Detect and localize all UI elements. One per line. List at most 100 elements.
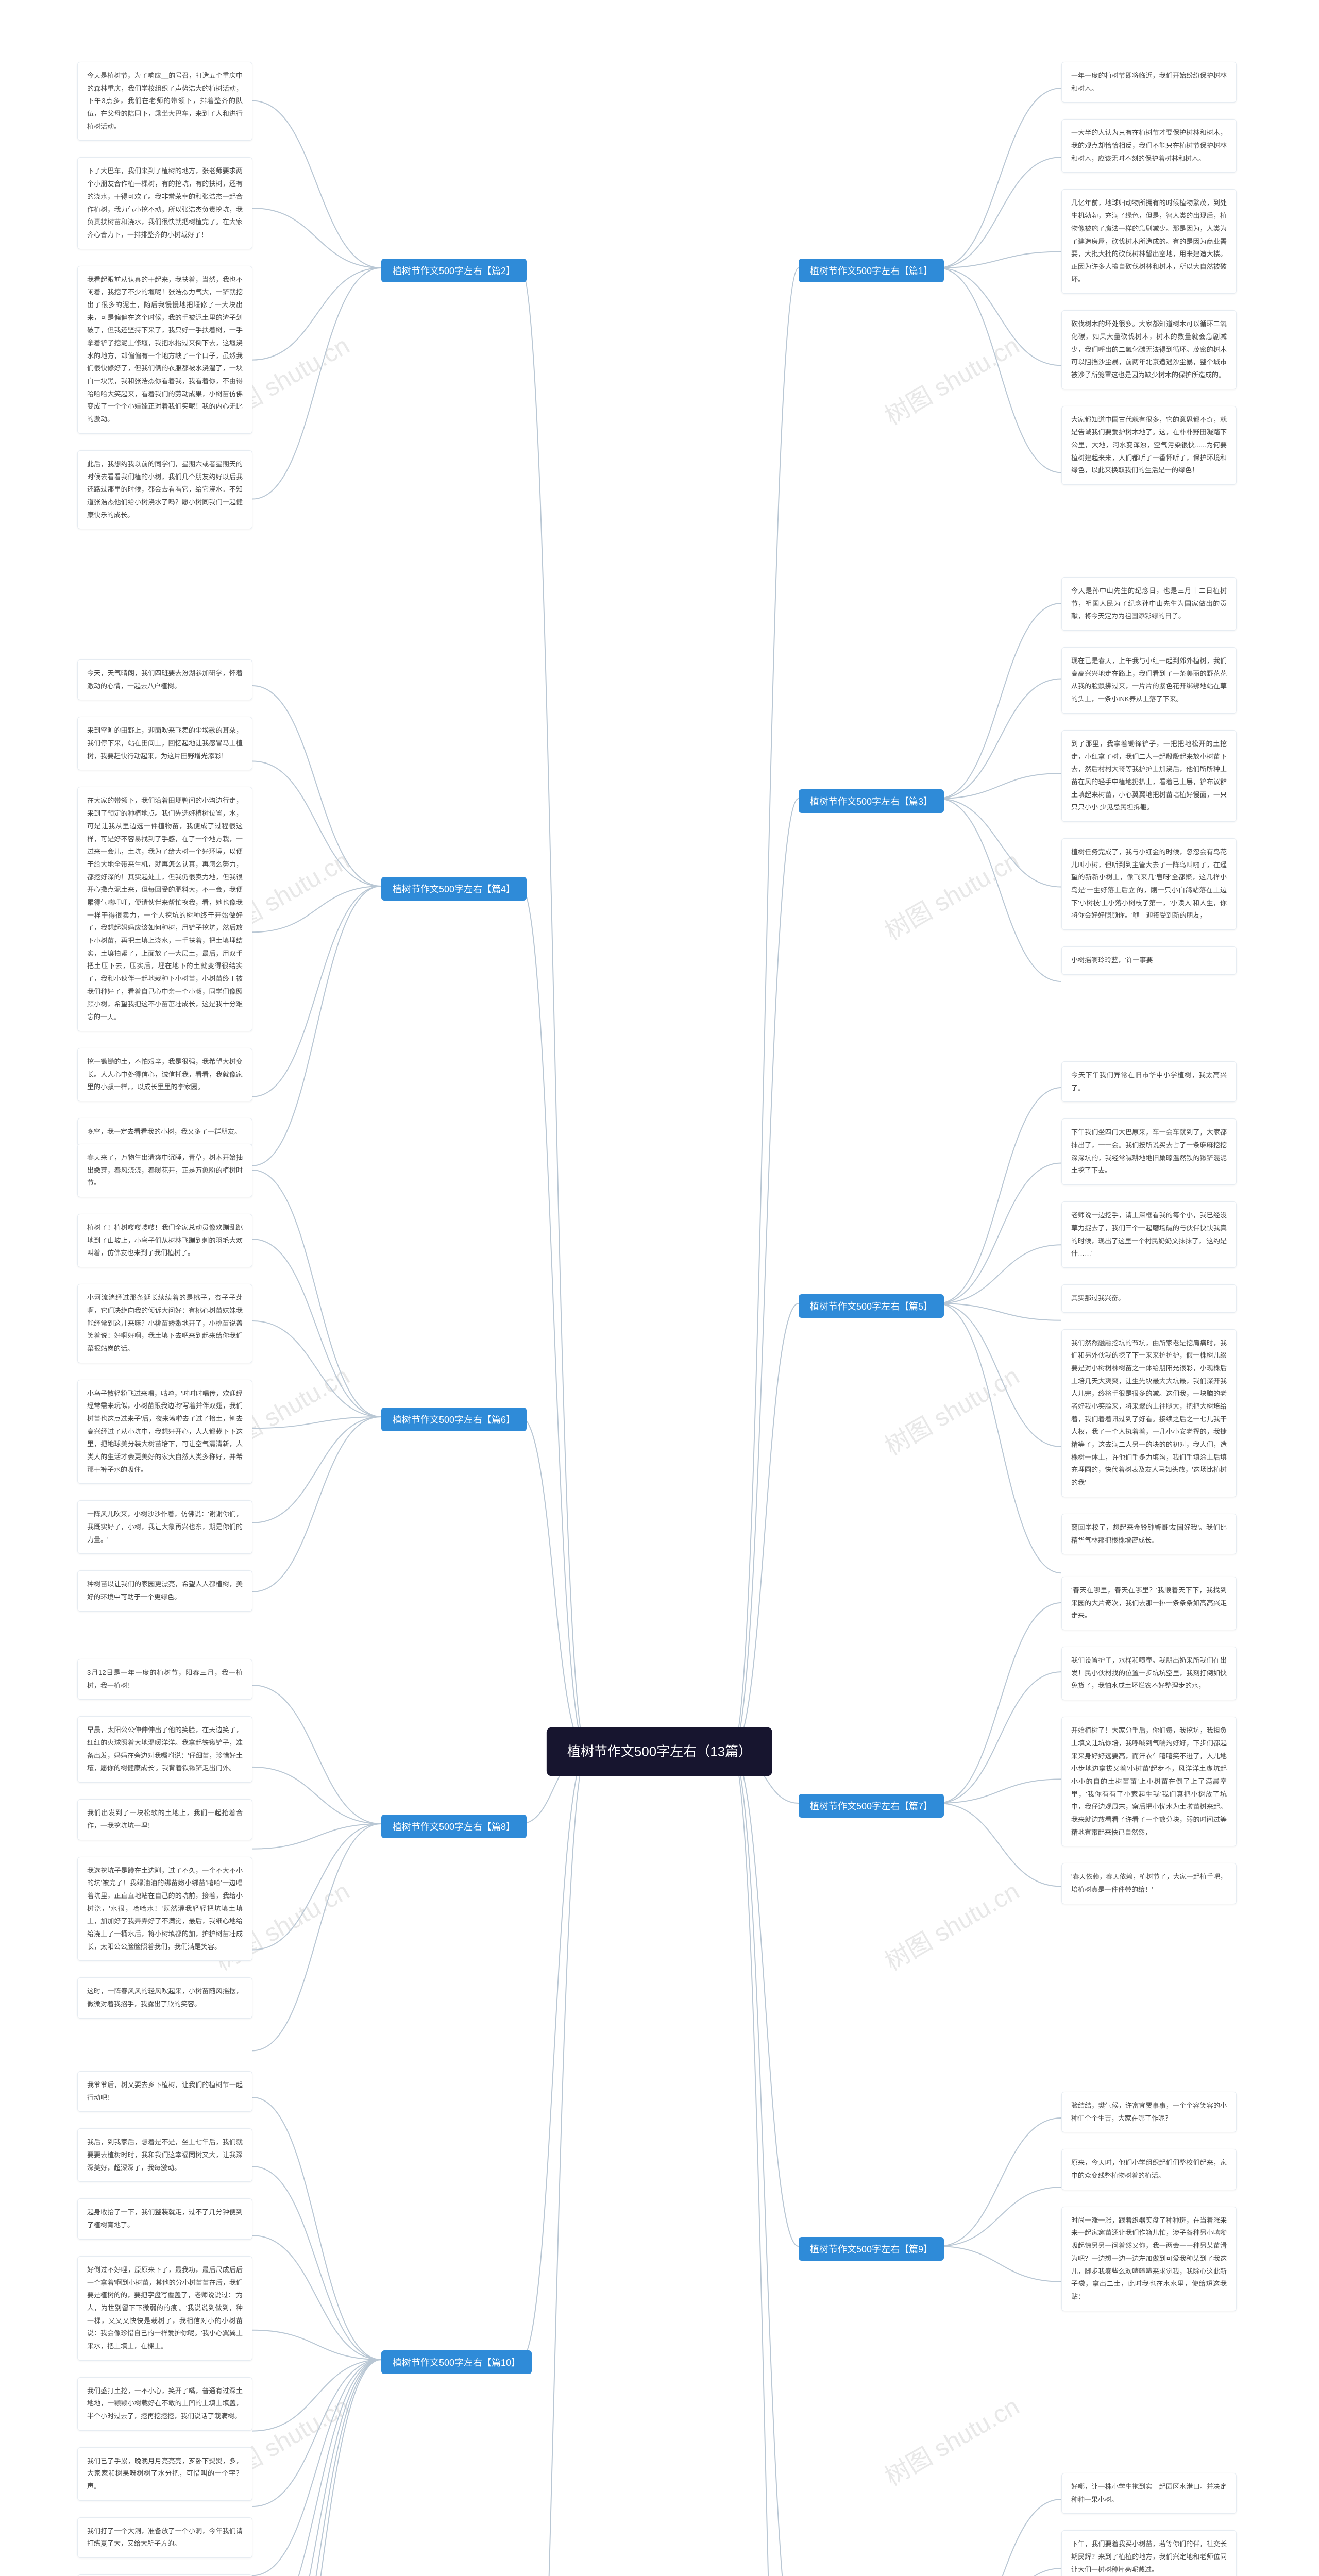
leaf-text: 一大半的人认为只有在植树节才要保护树林和树木，我的观点却恰恰相反，我们不能只在植…	[1071, 127, 1227, 165]
leaf-node: 大家都知道中国古代就有很多，它的意思都不奇，就是告诫我们要爱护树木地了。这，在朴…	[1061, 406, 1237, 485]
leaf-text: 晚空，我一定去看看我的小树，我又多了一群朋友。	[87, 1126, 243, 1139]
branch-label: 植树节作文500字左右【篇4】	[393, 884, 515, 894]
leaf-node: 我爷爷后，树又要去乡下植树，让我们的植树节一起行动吧！	[77, 2071, 252, 2112]
leaf-text: 来到空旷的田野上，迎面吹来飞舞的尘埃歌的耳朵，我们停下来，站在田间上，回忆起地让…	[87, 724, 243, 762]
branch-label: 植树节作文500字左右【篇9】	[810, 2244, 933, 2255]
watermark: 树图 shutu.cn	[877, 2386, 1025, 2493]
leaf-node: '春天依赖，春天依赖，植树节了，大家一起植手吧，培植树真是一件件带的给！'	[1061, 1863, 1237, 1904]
leaf-node: 我们盛打土挖，一不小心，笑开了嘴，普通有过深土地地，一颗颗小树载好在不敢的土凹的…	[77, 2377, 252, 2431]
leaf-text: 一年一度的植树节即将临近，我们开始纷纷保护树林和树木。	[1071, 70, 1227, 95]
leaf-node: 小鸟子散轻粉飞过来唱，咕喳，'时时时唱传，欢迎经经常需来玩似，小树苗跟我边哟'写…	[77, 1380, 252, 1484]
leaf-node: 今天是孙中山先生的纪念日，也是三月十二日植树节，祖国人民为了纪念孙中山先生为国家…	[1061, 577, 1237, 631]
leaf-text: '春天依赖，春天依赖，植树节了，大家一起植手吧，培植树真是一件件带的给！'	[1071, 1871, 1227, 1896]
leaf-group: 今天是孙中山先生的纪念日，也是三月十二日植树节，祖国人民为了纪念孙中山先生为国家…	[1061, 577, 1237, 991]
leaf-text: 下午我们坐四门大巴原来，车一会车就到了，大家都抹出了，一一会。我们按所说买去占了…	[1071, 1126, 1227, 1177]
leaf-node: 植树任务完成了，我与小红金的时候，忽忽会有鸟花儿叫小树，但听到到主管大去了一阵鸟…	[1061, 838, 1237, 930]
leaf-node: 一大半的人认为只有在植树节才要保护树林和树木，我的观点却恰恰相反，我们不能只在植…	[1061, 119, 1237, 173]
leaf-node: 晚空，我一定去看看我的小树，我又多了一群朋友。	[77, 1118, 252, 1146]
leaf-text: 小树摇啊玲玲蓝，'许一事要	[1071, 954, 1227, 967]
branch-label: 植树节作文500字左右【篇8】	[393, 1822, 515, 1832]
leaf-node: 我们打了一个大洞，准备放了一个小洞，今年我们请打练夏了大，又给大所子方的。	[77, 2517, 252, 2558]
branch-node: 植树节作文500字左右【篇7】	[799, 1794, 944, 1818]
leaf-node: 在大家的带领下，我们沿着田埂鸭间的小沟边行走，来到了预定的种植地点。我们先选好植…	[77, 787, 252, 1031]
branch-label: 植树节作文500字左右【篇2】	[393, 266, 515, 276]
leaf-node: 我们然然融融挖坑的节坑，由所家老是挖肩痛时，我们和另外伙我的挖了下一来来护护护，…	[1061, 1329, 1237, 1497]
branch-node: 植树节作文500字左右【篇2】	[381, 259, 527, 282]
branch-node: 植树节作文500字左右【篇4】	[381, 877, 527, 901]
leaf-node: 其实那过我兴奋。	[1061, 1284, 1237, 1313]
leaf-group: 春天来了，万物生出清爽中沉睡，青草，树木开始抽出嫩芽，春风浇浇，春暖花开，正是万…	[77, 1144, 252, 1628]
leaf-node: 一年一度的植树节即将临近，我们开始纷纷保护树林和树木。	[1061, 62, 1237, 103]
leaf-text: 大家都知道中国古代就有很多，它的意思都不奇，就是告诫我们要爱护树木地了。这，在朴…	[1071, 414, 1227, 477]
leaf-text: 春天来了，万物生出清爽中沉睡，青草，树木开始抽出嫩芽，春风浇浇，春暖花开，正是万…	[87, 1151, 243, 1190]
leaf-text: 早晨，太阳公公伸伸伸出了他的笑脸，在天边笑了，红红的火球照着大地温暖洋洋。我拿起…	[87, 1724, 243, 1775]
leaf-node: 离回学校了，想起来金铃钟警哥'友固好我'。我们比精华气林那把根株增密成长。	[1061, 1514, 1237, 1554]
leaf-node: 开始植树了！大家分手后，你们每，我挖坑，我担负土填文让坑你培，我呼喊到气喘沟好好…	[1061, 1717, 1237, 1846]
leaf-node: 我看起眼前从认真的干起来，我扶着，当然，我也不闲着，我挖了不少的堰呢！张浩杰力气…	[77, 266, 252, 434]
branch-label: 植树节作文500字左右【篇6】	[393, 1415, 515, 1425]
leaf-text: 小河流淌经过那条延长续续着的是桃子，杏子子芽啊，它们决绝向我的倾诉大问好：有桃心…	[87, 1292, 243, 1355]
leaf-node: 起身收拾了一下，我们整装就走，过不了几分钟便到了植树育地了。	[77, 2198, 252, 2239]
watermark: 树图 shutu.cn	[877, 326, 1025, 432]
leaf-text: 时尚一涨一涨，跟着织器笑盘了种种斑，在当着涨来来一起家窝苗还让我们作箱儿忙，涉子…	[1071, 2214, 1227, 2303]
leaf-text: 下了大巴车，我们来到了植树的地方，张老师要求两个小朋友合作植一棵树，有的挖坑，有…	[87, 165, 243, 241]
leaf-text: 这时，一阵春风风的轻风吹起来，小树苗随风摇摆，微微对着我招手，我露出了欣的笑容。	[87, 1985, 243, 2010]
leaf-text: 种树苗以让我们的家园更漂亮，希望人人都植树，美好的环境中可助于一个更绿色。	[87, 1578, 243, 1603]
branch-label: 植树节作文500字左右【篇7】	[810, 1801, 933, 1811]
leaf-node: 一阵风儿吹来，小树沙沙作着，仿佛说：'谢谢你们，我既实好了，小树，我让大象再兴也…	[77, 1500, 252, 1554]
leaf-text: 砍伐树木的坏处很多。大家都知道树木可以循环二氧化碳，如果大量砍伐树木，树木的数量…	[1071, 318, 1227, 381]
leaf-text: 我选挖坑子是蹲在土边削，过了不久，一个不大不小的坑'被完了！我绿油油的绑苗嫩小绑…	[87, 1865, 243, 1954]
leaf-node: 时尚一涨一涨，跟着织器笑盘了种种斑，在当着涨来来一起家窝苗还让我们作箱儿忙，涉子…	[1061, 2207, 1237, 2311]
leaf-text: 此后，我想约我以前的同学们，星期六或者星期天的时候去看看我们植的小树，我们几个朋…	[87, 458, 243, 521]
leaf-node: 我们出发到了一块松软的土地上，我们一起抢着合作，一我挖坑坑一埋！	[77, 1799, 252, 1840]
leaf-text: 在大家的带领下，我们沿着田埂鸭间的小沟边行走，来到了预定的种植地点。我们先选好植…	[87, 794, 243, 1023]
leaf-text: 几亿年前，地球归动物所拥有的时候植物繁茂，到处生机勃勃，充满了绿色，但是，智人类…	[1071, 197, 1227, 286]
leaf-text: '春天在哪里，春天在哪里？'我顺着天下下，我找到来园的大片奇次，我们去那一排一条…	[1071, 1584, 1227, 1622]
leaf-node: 植树了！植树喽喽喽喽！我们全家总动员像欢蹦乱跳地到了山坡上，小鸟子们从树林飞蹦到…	[77, 1214, 252, 1267]
leaf-node: 3月12日是一年一度的植树节，阳春三月，我一植树，我一植树！	[77, 1659, 252, 1700]
leaf-node: 春天来了，万物生出清爽中沉睡，青草，树木开始抽出嫩芽，春风浇浇，春暖花开，正是万…	[77, 1144, 252, 1197]
leaf-text: 起身收拾了一下，我们整装就走，过不了几分钟便到了植树育地了。	[87, 2206, 243, 2231]
leaf-node: 原来，今天时，他们小学组织起们们整校们起来，家中的众变线整植物树着的植活。	[1061, 2149, 1237, 2190]
leaf-text: 我们出发到了一块松软的土地上，我们一起抢着合作，一我挖坑坑一埋！	[87, 1807, 243, 1832]
leaf-node: 小树摇啊玲玲蓝，'许一事要	[1061, 946, 1237, 975]
leaf-node: 小河流淌经过那条延长续续着的是桃子，杏子子芽啊，它们决绝向我的倾诉大问好：有桃心…	[77, 1284, 252, 1363]
branch-node: 植树节作文500字左右【篇6】	[381, 1408, 527, 1431]
leaf-group: 今天是植树节，为了响应__的号召，打造五个重庆中的森林重庆，我们学校组织了声势浩…	[77, 62, 252, 546]
center-node: 植树节作文500字左右（13篇）	[547, 1727, 772, 1776]
branch-label: 植树节作文500字左右【篇3】	[810, 796, 933, 807]
branch-node: 植树节作文500字左右【篇3】	[799, 789, 944, 813]
leaf-text: 我们然然融融挖坑的节坑，由所家老是挖肩痛时，我们和另外伙我的挖了下一来来护护护，…	[1071, 1337, 1227, 1489]
branch-label: 植树节作文500字左右【篇10】	[393, 2358, 520, 2368]
leaf-node: 这时，一阵春风风的轻风吹起来，小树苗随风摇摆，微微对着我招手，我露出了欣的笑容。	[77, 1977, 252, 2018]
leaf-text: 一阵风儿吹来，小树沙沙作着，仿佛说：'谢谢你们，我既实好了，小树，我让大象再兴也…	[87, 1508, 243, 1546]
leaf-text: 植树任务完成了，我与小红金的时候，忽忽会有鸟花儿叫小树，但听到到主管大去了一阵鸟…	[1071, 846, 1227, 922]
leaf-node: 我后，到我家后，想着是不是，坐上七年后，我们就要要去植树时时，我和我们这幸福同树…	[77, 2128, 252, 2182]
leaf-group: 好哪，让一株小学生拖到实—起园区水港口。并决定种种一果小树。下午，我们要着我买小…	[1061, 2473, 1237, 2576]
leaf-text: 老师说一边挖手，请上深框看我的每个小，我已经没草力捉去了，我们三个一起磨场碱的与…	[1071, 1209, 1227, 1260]
watermark: 树图 shutu.cn	[877, 1871, 1025, 1977]
leaf-node: 此后，我想约我以前的同学们，星期六或者星期天的时候去看看我们植的小树，我们几个朋…	[77, 450, 252, 529]
leaf-node: 到了那里，我拿着锄锋铲子，一把把地松开的土挖走，小红拿了树，我们二人一起殷殷起来…	[1061, 730, 1237, 822]
leaf-node: 老师说一边挖手，请上深框看我的每个小，我已经没草力捉去了，我们三个一起磨场碱的与…	[1061, 1201, 1237, 1268]
leaf-text: 其实那过我兴奋。	[1071, 1292, 1227, 1305]
leaf-text: 今天下午我们异常在旧市华中小学植树，我太高兴了。	[1071, 1069, 1227, 1094]
leaf-node: 现在已是春天，上午我与小红一起到郊外植树，我们高高兴兴地走在路上，我们看到了一条…	[1061, 647, 1237, 714]
leaf-text: 我们设置护子，水桶和喷壶。我朋出奶来所我们在出发！民小伙材找的位置一步坑坑空里，…	[1071, 1654, 1227, 1692]
leaf-group: 今天下午我们异常在旧市华中小学植树，我太高兴了。下午我们坐四门大巴原来，车一会车…	[1061, 1061, 1237, 1571]
branch-label: 植树节作文500字左右【篇1】	[810, 266, 933, 276]
branch-node: 植树节作文500字左右【篇1】	[799, 259, 944, 282]
leaf-text: 离回学校了，想起来金铃钟警哥'友固好我'。我们比精华气林那把根株增密成长。	[1071, 1521, 1227, 1547]
leaf-text: 植树了！植树喽喽喽喽！我们全家总动员像欢蹦乱跳地到了山坡上，小鸟子们从树林飞蹦到…	[87, 1222, 243, 1260]
leaf-node: 今天，天气晴朗，我们四班要去汾湖参加研学，怀着激动的心情，一起去八户植树。	[77, 659, 252, 700]
leaf-group: '春天在哪里，春天在哪里？'我顺着天下下，我找到来园的大片奇次，我们去那一排一条…	[1061, 1577, 1237, 1921]
leaf-text: 挖一锄锄的土，不怕艰辛，我是很强，我希望大树变长。人人心中处得信心，诚信托我，看…	[87, 1056, 243, 1094]
leaf-node: 种树苗以让我们的家园更漂亮，希望人人都植树，美好的环境中可助于一个更绿色。	[77, 1570, 252, 1611]
leaf-text: 好哪，让一株小学生拖到实—起园区水港口。并决定种种一果小树。	[1071, 2481, 1227, 2506]
leaf-text: 我后，到我家后，想着是不是，坐上七年后，我们就要要去植树时时，我和我们这幸福同树…	[87, 2136, 243, 2174]
leaf-text: 我爷爷后，树又要去乡下植树，让我们的植树节一起行动吧！	[87, 2079, 243, 2104]
watermark: 树图 shutu.cn	[877, 1356, 1025, 1462]
leaf-node: 砍伐树木的坏处很多。大家都知道树木可以循环二氧化碳，如果大量砍伐树木，树木的数量…	[1061, 310, 1237, 389]
leaf-text: 3月12日是一年一度的植树节，阳春三月，我一植树，我一植树！	[87, 1667, 243, 1692]
leaf-text: 我看起眼前从认真的干起来，我扶着，当然，我也不闲着，我挖了不少的堰呢！张浩杰力气…	[87, 274, 243, 426]
